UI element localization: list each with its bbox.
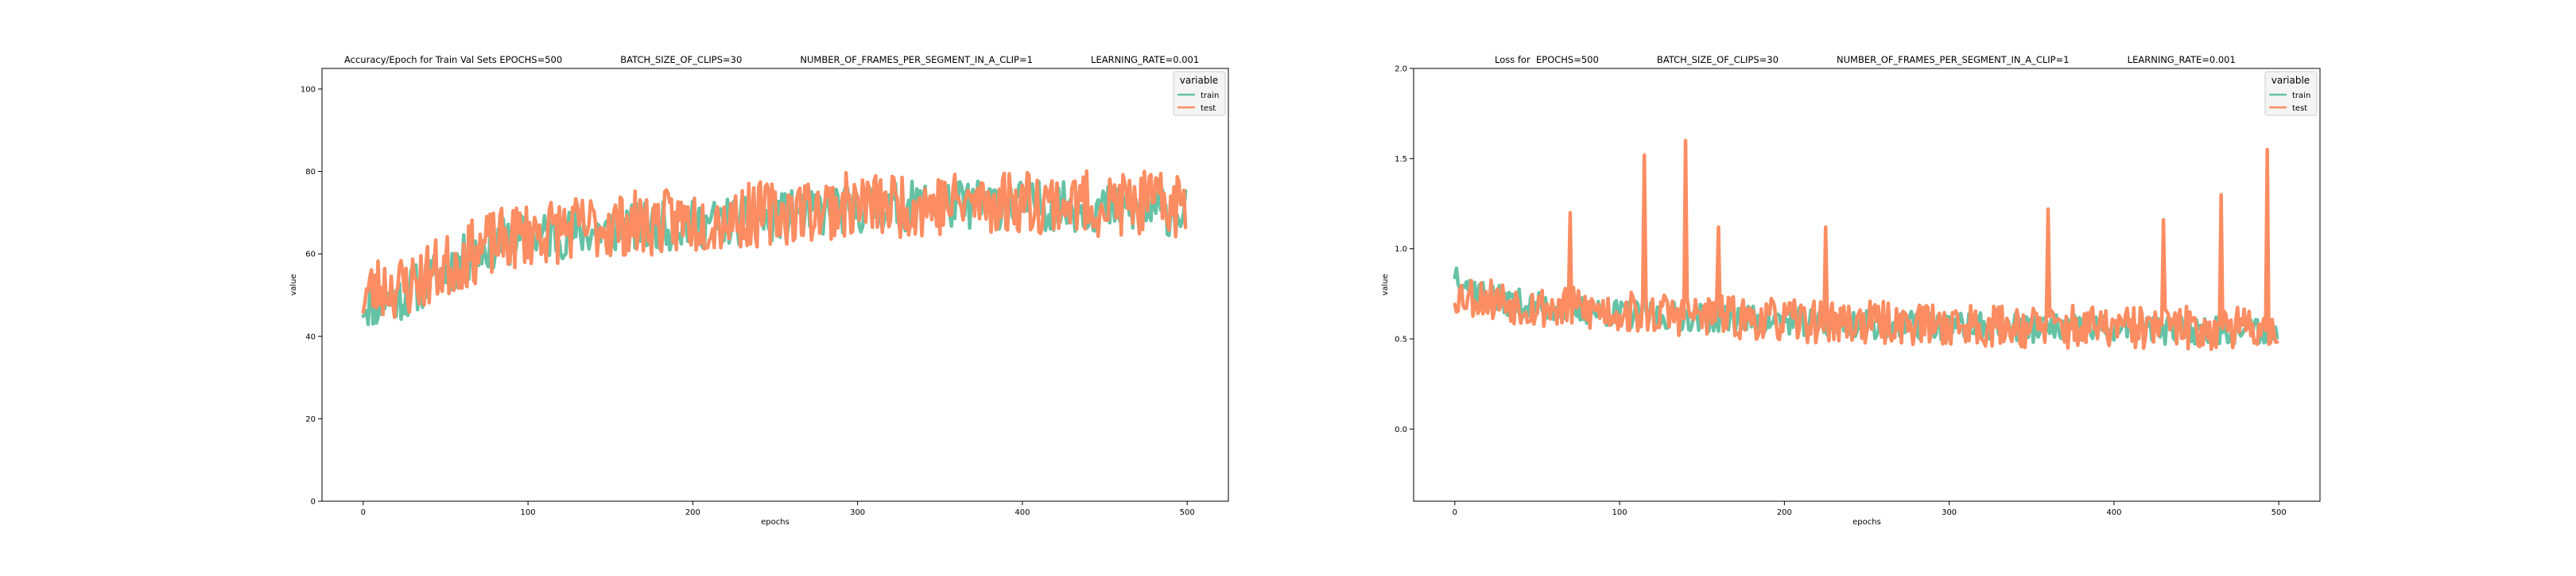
loss-x-tick-label: 300 [1942, 508, 1957, 517]
loss-x-axis-label: epochs [1852, 518, 1881, 527]
accuracy-plot-frame [321, 68, 1229, 502]
accuracy-y-tick-label: 100 [301, 85, 316, 94]
accuracy-legend-title: variable [1180, 75, 1218, 86]
loss-legend-test-label: test [2292, 104, 2307, 113]
loss-x-tick-label: 100 [1612, 508, 1627, 517]
loss-y-axis-label: value [1381, 274, 1390, 295]
loss-x-tick-label: 500 [2271, 508, 2287, 517]
accuracy-chart: 0 100 200 300 400 500 0 20 40 60 80 100 Accuracy/Ep… [289, 54, 1229, 527]
accuracy-x-tick-label: 500 [1180, 508, 1195, 517]
loss-plot-frame [1413, 68, 2321, 502]
loss-y-tick-label: 0.5 [1395, 336, 1407, 344]
loss-ticks: 0 100 200 300 400 500 0.0 0.5 1.0 1.5 2.0 [1395, 65, 2287, 518]
accuracy-legend: variable train test [1173, 71, 1226, 116]
accuracy-series-test-line [361, 169, 1188, 319]
loss-series-test-line [1453, 138, 2279, 352]
accuracy-y-tick-label: 60 [305, 251, 316, 259]
accuracy-legend-test-label: test [1201, 104, 1216, 113]
loss-y-tick-label: 1.5 [1395, 155, 1407, 164]
loss-chart-title: Loss for EPOCHS=500 BATCH_SIZE_OF_CLIPS=… [1495, 54, 2236, 65]
accuracy-legend-train-label: train [1201, 91, 1219, 100]
accuracy-series-layer [361, 169, 1188, 326]
accuracy-y-axis-label: value [289, 274, 298, 295]
accuracy-ticks: 0 100 200 300 400 500 0 20 40 60 80 100 [301, 85, 1195, 517]
accuracy-y-tick-label: 20 [305, 415, 316, 424]
loss-y-tick-label: 2.0 [1395, 65, 1407, 74]
loss-y-tick-label: 0.0 [1395, 426, 1407, 434]
accuracy-x-tick-label: 300 [850, 508, 865, 517]
loss-y-tick-label: 1.0 [1395, 245, 1407, 254]
loss-chart: 0 100 200 300 400 500 0.0 0.5 1.0 1.5 2.0 Loss for… [1381, 54, 2321, 527]
accuracy-legend-box [1173, 71, 1226, 116]
loss-legend-train-label: train [2292, 91, 2310, 100]
loss-legend-title: variable [2271, 75, 2310, 86]
loss-legend-box [2264, 71, 2318, 116]
accuracy-x-axis-label: epochs [761, 518, 789, 527]
loss-x-tick-label: 0 [1453, 508, 1457, 517]
accuracy-x-tick-label: 200 [685, 508, 700, 517]
accuracy-y-tick-label: 40 [305, 333, 316, 341]
loss-legend: variable train test [2264, 71, 2318, 116]
loss-series-layer [1453, 138, 2279, 352]
loss-x-tick-label: 200 [1777, 508, 1792, 517]
accuracy-x-tick-label: 400 [1014, 508, 1030, 517]
accuracy-y-tick-label: 0 [311, 498, 316, 507]
accuracy-chart-title: Accuracy/Epoch for Train Val Sets EPOCHS… [344, 54, 1199, 65]
loss-x-tick-label: 400 [2106, 508, 2121, 517]
accuracy-x-tick-label: 0 [361, 508, 366, 517]
accuracy-x-tick-label: 100 [521, 508, 536, 517]
accuracy-y-tick-label: 80 [305, 168, 316, 177]
